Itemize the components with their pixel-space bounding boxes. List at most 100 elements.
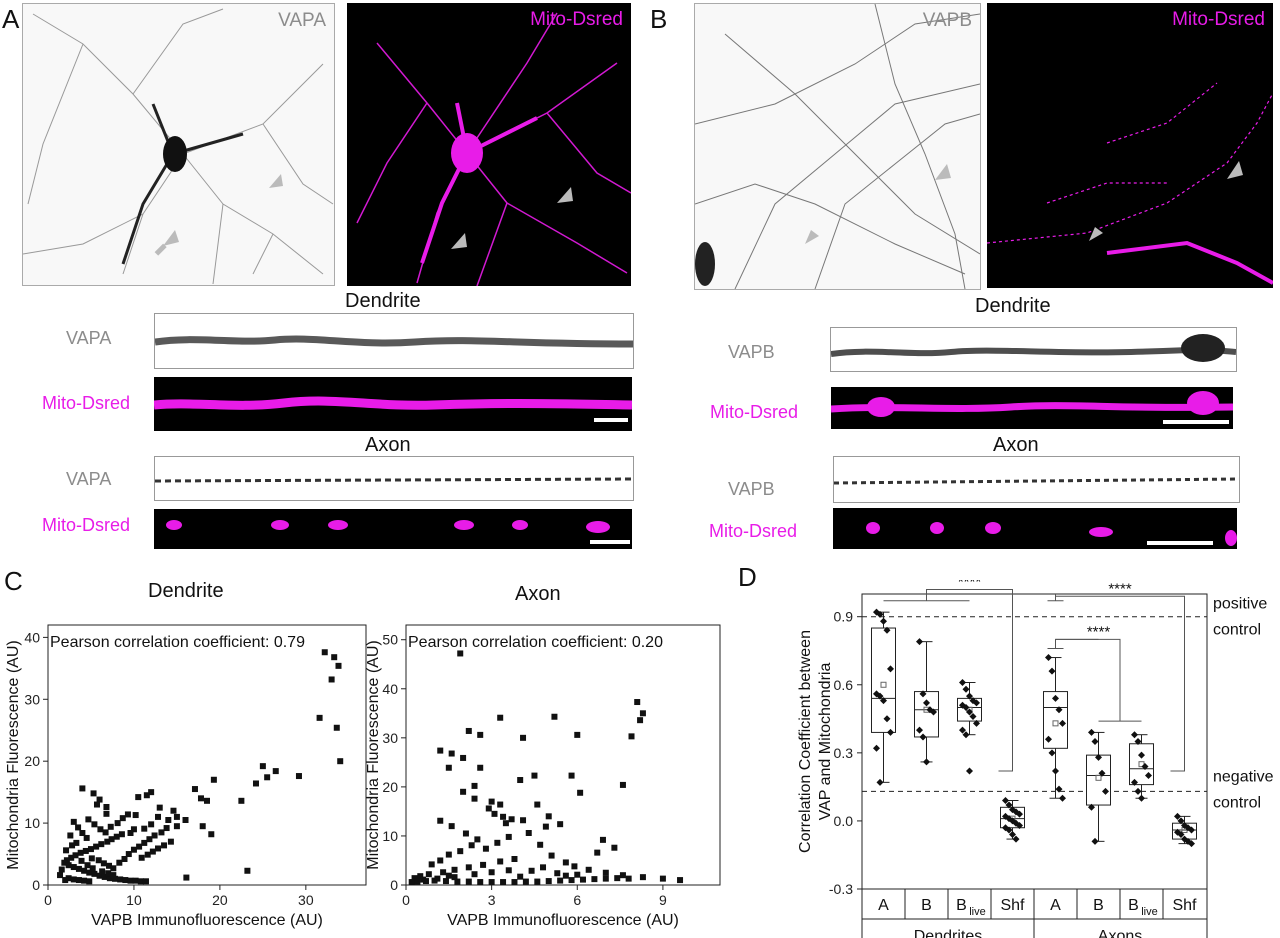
data-point [517, 873, 524, 880]
data-point [191, 786, 198, 793]
vapa-axon-strip [154, 456, 634, 501]
panel-a-axon-title: Axon [365, 434, 411, 456]
data-point [78, 857, 85, 864]
y-axis-label-line1: Correlation Coefficient between [797, 630, 814, 853]
data-point [500, 879, 507, 886]
row-label-vapb-dendrite: VAPB [728, 342, 775, 362]
arrow-icon [451, 187, 573, 249]
data-point [537, 841, 544, 848]
data-point [511, 856, 518, 862]
data-point [474, 836, 481, 843]
data-point [1134, 738, 1142, 745]
bracket [1055, 595, 1185, 772]
data-point [534, 878, 541, 885]
data-point [425, 871, 432, 878]
data-point [557, 821, 564, 828]
data-point [460, 754, 467, 761]
bracket [926, 588, 1013, 772]
data-point [457, 650, 464, 657]
data-point [1095, 753, 1102, 761]
y-tick-label: 50 [382, 632, 398, 648]
data-point [79, 830, 86, 836]
scale-bar [594, 418, 628, 422]
arrow-icon [1089, 161, 1243, 241]
data-point [1088, 803, 1095, 811]
data-point [448, 750, 455, 757]
data-point [1091, 738, 1099, 745]
data-point [574, 731, 581, 738]
plot-frame [861, 593, 1208, 890]
data-point [68, 854, 75, 861]
data-point [121, 856, 128, 862]
data-point [916, 726, 923, 734]
data-point [451, 874, 458, 881]
row-label-vapa-axon: VAPA [66, 469, 112, 489]
data-point [84, 862, 91, 869]
data-point [445, 872, 452, 879]
y-tick-label: 30 [24, 691, 40, 707]
data-point [170, 807, 177, 814]
data-point [86, 878, 93, 885]
data-point [197, 795, 204, 802]
data-point [1005, 826, 1013, 834]
data-point [1045, 735, 1052, 743]
data-point [70, 876, 77, 883]
data-point [127, 830, 134, 836]
data-point [880, 617, 887, 625]
data-point [97, 826, 104, 833]
y-axis-label-line2: VAP and Mitochondria [817, 663, 834, 821]
data-point [440, 869, 447, 876]
data-point [321, 649, 328, 656]
data-point [93, 801, 100, 808]
data-point [81, 867, 88, 874]
data-point [72, 852, 79, 859]
y-tick-label: 0.6 [834, 677, 854, 693]
data-point [1181, 821, 1188, 829]
arrow-icon [154, 174, 283, 256]
data-point [887, 728, 894, 736]
bracket [1047, 638, 1099, 649]
data-point [1138, 794, 1145, 802]
data-point [183, 874, 190, 881]
data-point [70, 818, 77, 825]
data-point [113, 833, 120, 840]
panel-a-dendrite-title: Dendrite [345, 290, 421, 312]
data-point [1091, 837, 1099, 845]
data-point [517, 777, 524, 784]
data-point [966, 692, 973, 700]
data-point [62, 877, 69, 884]
data-point [628, 733, 635, 740]
data-point [99, 868, 106, 875]
data-point [102, 829, 109, 836]
row-label-mito-dendrite-b: Mito-Dsred [710, 402, 799, 422]
data-point [199, 823, 206, 830]
data-point [659, 875, 666, 882]
data-point [119, 815, 126, 822]
data-point [1002, 812, 1009, 820]
data-point [1059, 794, 1066, 802]
data-point [873, 608, 880, 616]
data-point [208, 831, 215, 838]
data-point [1138, 751, 1145, 759]
data-point [614, 875, 621, 882]
data-point [448, 823, 455, 830]
category-label: B [1093, 897, 1104, 914]
data-point [599, 836, 606, 843]
data-point [1177, 831, 1185, 839]
data-point [316, 714, 323, 721]
data-point [122, 877, 129, 884]
data-point [522, 878, 529, 885]
data-point [148, 789, 155, 796]
scale-bar [1147, 541, 1213, 545]
category-label: B [921, 897, 932, 914]
panel-b-dendrite-title: Dendrite [975, 295, 1051, 317]
data-point [969, 713, 977, 721]
mean-marker [880, 681, 887, 688]
data-point [1012, 808, 1020, 816]
data-point [1052, 694, 1059, 702]
scatter-dendrite-title: Dendrite [148, 580, 224, 602]
data-point [89, 865, 96, 872]
data-point [639, 874, 646, 881]
data-point [883, 626, 891, 634]
x-tick-label: 9 [659, 892, 667, 908]
